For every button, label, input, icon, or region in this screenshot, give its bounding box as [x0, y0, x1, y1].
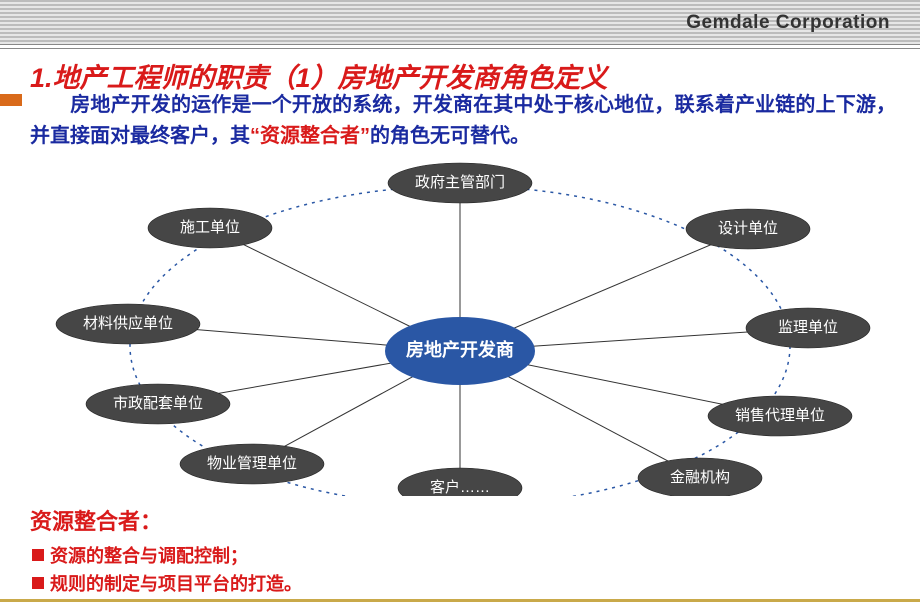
gold-rule	[0, 599, 920, 602]
footer-bullet-text: 规则的制定与项目平台的打造。	[50, 570, 302, 596]
footer-block: 资源整合者： 资源的整合与调配控制；规则的制定与项目平台的打造。	[30, 504, 900, 598]
body-quote-open: “	[250, 125, 260, 147]
footer-bullet: 规则的制定与项目平台的打造。	[32, 570, 900, 596]
company-name: Gemdale Corporation	[686, 12, 890, 34]
hub-spoke-diagram: 房地产开发商 政府主管部门设计单位监理单位销售代理单位金融机构客户…… 物业管理单位…	[0, 156, 920, 496]
node-label-finance: 金融机构	[670, 469, 730, 486]
node-label-pm: 物业管理单位	[207, 455, 297, 472]
accent-square	[0, 94, 22, 106]
body-post: 的角色无可替代。	[370, 125, 530, 147]
node-label-material: 材料供应单位	[83, 314, 173, 332]
bullet-square-icon	[32, 549, 44, 561]
node-label-sales: 销售代理单位	[735, 407, 825, 424]
node-label-super: 监理单位	[778, 319, 838, 336]
divider	[0, 44, 920, 45]
center-node-label: 房地产开发商	[406, 339, 514, 360]
body-paragraph: 房地产开发的运作是一个开放的系统，开发商在其中处于核心地位，联系着产业链的上下游…	[30, 90, 896, 152]
footer-title: 资源整合者：	[30, 504, 900, 536]
divider	[0, 48, 920, 49]
node-label-build: 施工单位	[180, 219, 240, 236]
node-label-design: 设计单位	[718, 220, 778, 237]
body-highlight: 资源整合者	[260, 125, 360, 147]
footer-bullet: 资源的整合与调配控制；	[32, 542, 900, 568]
node-label-client: 客户……	[430, 479, 490, 496]
bullet-square-icon	[32, 577, 44, 589]
node-label-muni: 市政配套单位	[113, 395, 203, 412]
footer-bullet-text: 资源的整合与调配控制；	[50, 542, 248, 568]
body-quote-close: ”	[360, 125, 370, 147]
node-label-gov: 政府主管部门	[415, 174, 505, 191]
